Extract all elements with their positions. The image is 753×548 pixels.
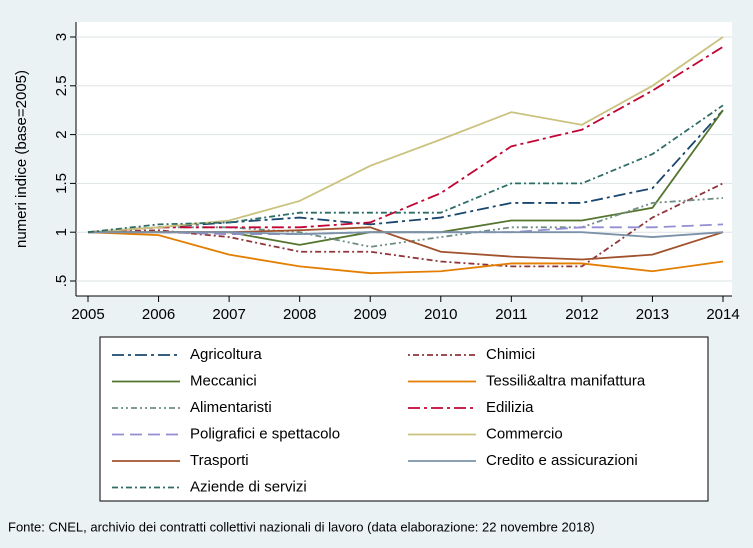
plot-area	[76, 22, 732, 296]
series-line	[87, 231, 724, 275]
legend	[99, 336, 709, 502]
legend-label: Edilizia	[486, 399, 534, 416]
y-tick-label: 1.5	[53, 173, 70, 194]
legend-label: Trasporti	[190, 452, 249, 469]
x-tick-label: 2010	[424, 306, 457, 323]
legend-label: Commercio	[486, 425, 563, 442]
x-tick-label: 2013	[636, 306, 669, 323]
series-line	[87, 109, 724, 234]
legend-label: Meccanici	[190, 372, 257, 389]
y-axis-label: numeri indice (base=2005)	[13, 70, 30, 248]
y-tick-label: 2.5	[53, 75, 70, 96]
x-tick-label: 2014	[706, 306, 739, 323]
legend-label: Tessili&altra manifattura	[486, 372, 646, 389]
series-line	[87, 197, 724, 248]
x-tick-label: 2008	[283, 306, 316, 323]
legend-label: Credito e assicurazioni	[486, 452, 638, 469]
x-tick-label: 2006	[142, 306, 175, 323]
series-line	[87, 104, 724, 234]
series-line	[87, 182, 724, 268]
source-note: Fonte: CNEL, archivio dei contratti coll…	[8, 519, 595, 534]
x-tick-label: 2011	[495, 306, 527, 323]
legend-label: Aziende di servizi	[190, 478, 307, 495]
y-tick-label: 1	[53, 228, 70, 236]
y-tick-label: .5	[53, 275, 70, 288]
x-tick-label: 2005	[71, 306, 104, 323]
legend-label: Agricoltura	[190, 346, 262, 363]
legend-label: Poligrafici e spettacolo	[190, 425, 340, 442]
y-tick-label: 2	[53, 130, 70, 138]
legend-label: Alimentaristi	[190, 399, 272, 416]
series-line	[88, 231, 724, 238]
series-line	[87, 36, 724, 234]
x-tick-label: 2012	[565, 306, 598, 323]
y-tick-label: 3	[53, 33, 70, 41]
series-line	[87, 45, 724, 234]
x-tick-label: 2007	[212, 306, 245, 323]
x-tick-label: 2009	[354, 306, 387, 323]
legend-label: Chimici	[486, 346, 535, 363]
